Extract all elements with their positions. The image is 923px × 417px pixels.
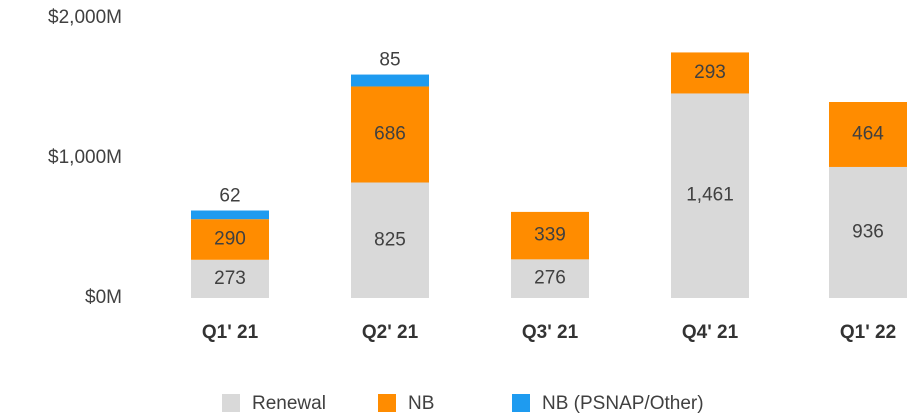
bar-segment — [351, 86, 429, 183]
bar-segment — [191, 210, 269, 220]
bar-segment — [829, 166, 907, 298]
data-label: 825 — [374, 229, 406, 250]
bar-segment — [829, 102, 907, 167]
legend-label: NB (PSNAP/Other) — [542, 393, 704, 414]
data-label: 1,461 — [686, 185, 734, 206]
y-tick-label: $0M — [85, 287, 122, 308]
bar-segment — [351, 74, 429, 87]
legend-swatch — [512, 394, 530, 412]
bar-segment — [191, 219, 269, 260]
data-label: 339 — [534, 225, 566, 246]
data-label: 85 — [379, 50, 400, 71]
data-label: 464 — [852, 123, 884, 144]
legend-swatch — [222, 394, 240, 412]
y-tick-label: $1,000M — [48, 147, 122, 168]
x-tick-label: Q1' 21 — [202, 322, 259, 343]
x-tick-label: Q4' 21 — [682, 322, 739, 343]
bar-segment — [511, 211, 589, 260]
x-tick-label: Q2' 21 — [362, 322, 419, 343]
legend-swatch — [378, 394, 396, 412]
data-label: 686 — [374, 123, 406, 144]
bar-segment — [671, 93, 749, 299]
bar-segment — [511, 259, 589, 298]
bar-segment — [191, 259, 269, 298]
bar-segment — [671, 52, 749, 94]
legend-label: Renewal — [252, 393, 326, 414]
data-label: 276 — [534, 268, 566, 289]
data-label: 62 — [219, 186, 240, 207]
bar-segment — [351, 182, 429, 298]
data-label: 273 — [214, 268, 246, 289]
legend-label: NB — [408, 393, 434, 414]
data-label: 936 — [852, 221, 884, 242]
y-tick-label: $2,000M — [48, 7, 122, 28]
x-tick-label: Q3' 21 — [522, 322, 579, 343]
x-tick-label: Q1' 22 — [840, 322, 896, 343]
data-label: 293 — [694, 62, 726, 83]
data-label: 290 — [214, 228, 246, 249]
